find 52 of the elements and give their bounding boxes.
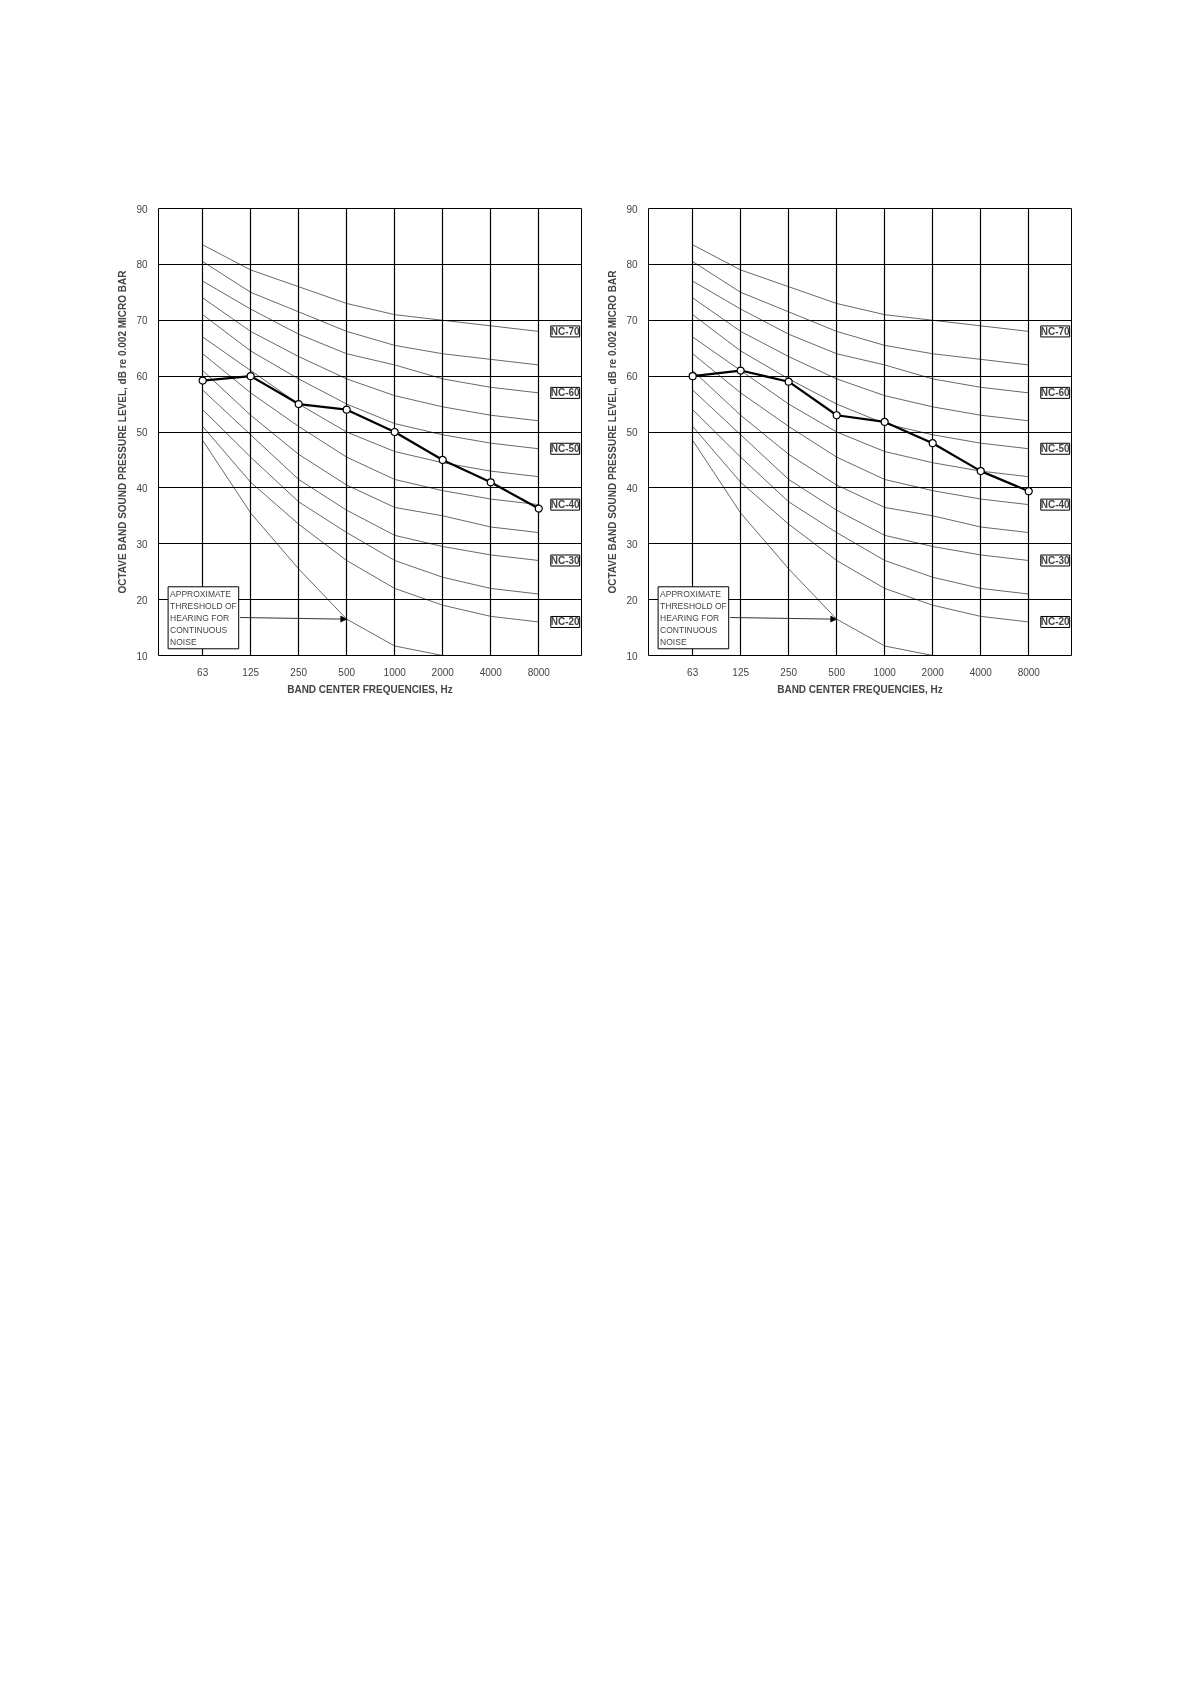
x-axis-title: BAND CENTER FREQUENCIES, Hz xyxy=(777,683,943,695)
x-tick-label: 500 xyxy=(338,666,356,678)
x-tick-label: 250 xyxy=(780,666,798,678)
y-tick-label: 40 xyxy=(136,482,148,494)
y-tick-label: 60 xyxy=(626,371,638,383)
x-tick-label: 63 xyxy=(197,666,209,678)
x-tick-label: 63 xyxy=(687,666,699,678)
series-label: NC-20 xyxy=(1040,616,1071,628)
y-tick-label: 70 xyxy=(136,315,148,327)
y-tick-label: 80 xyxy=(626,259,638,271)
annotation: APPROXIMATE THRESHOLD OF HEARING FOR CONTINUOUS NOISE xyxy=(170,588,237,647)
x-tick-label: 125 xyxy=(732,666,750,678)
series-label: NC-20 xyxy=(550,616,581,628)
y-tick-label: 50 xyxy=(136,427,148,438)
series-label: NC-40 xyxy=(550,499,581,511)
x-tick-label: 1000 xyxy=(383,666,407,678)
x-tick-label: 2000 xyxy=(921,666,945,678)
x-tick-label: 500 xyxy=(828,666,846,678)
series-label: NC-40 xyxy=(1040,499,1071,511)
x-tick-label: 250 xyxy=(290,666,308,678)
x-tick-label: 2000 xyxy=(431,666,455,678)
y-tick-label: 20 xyxy=(626,594,638,606)
y-tick-label: 90 xyxy=(626,203,638,215)
y-tick-label: 10 xyxy=(626,650,638,662)
y-tick-label: 70 xyxy=(626,315,638,327)
y-tick-label: 10 xyxy=(136,650,148,662)
x-tick-label: 1000 xyxy=(873,666,897,678)
y-tick-label: 80 xyxy=(136,259,148,271)
y-tick-label: 50 xyxy=(626,427,638,438)
x-tick-label: 8000 xyxy=(1017,666,1041,678)
x-axis-title: BAND CENTER FREQUENCIES, Hz xyxy=(287,683,453,695)
y-tick-label: 30 xyxy=(136,538,148,550)
series-label: NC-30 xyxy=(1040,555,1071,567)
x-tick-label: 4000 xyxy=(969,666,993,678)
y-tick-label: 60 xyxy=(136,371,148,383)
x-tick-label: 125 xyxy=(242,666,260,678)
series-label: NC-60 xyxy=(1040,387,1071,399)
series-label: NC-30 xyxy=(550,555,581,567)
series-label: NC-50 xyxy=(550,443,581,455)
series-label: NC-60 xyxy=(550,387,581,399)
y-tick-label: 90 xyxy=(136,203,148,215)
series-label: NC-70 xyxy=(1040,325,1071,337)
y-tick-label: 40 xyxy=(626,482,638,494)
annotation: APPROXIMATE THRESHOLD OF HEARING FOR CONTINUOUS NOISE xyxy=(660,588,727,647)
y-axis-title: OCTAVE BAND SOUND PRESSURE LEVEL, dB re 0.002 MICRO BAR xyxy=(117,269,129,594)
series-label: NC-50 xyxy=(1040,443,1071,455)
y-tick-label: 30 xyxy=(626,538,638,550)
x-tick-label: 4000 xyxy=(479,666,503,678)
y-tick-label: 20 xyxy=(136,594,148,606)
series-label: NC-70 xyxy=(550,325,581,337)
y-axis-title: OCTAVE BAND SOUND PRESSURE LEVEL, dB re 0.002 MICRO BAR xyxy=(607,269,619,594)
x-tick-label: 8000 xyxy=(527,666,551,678)
